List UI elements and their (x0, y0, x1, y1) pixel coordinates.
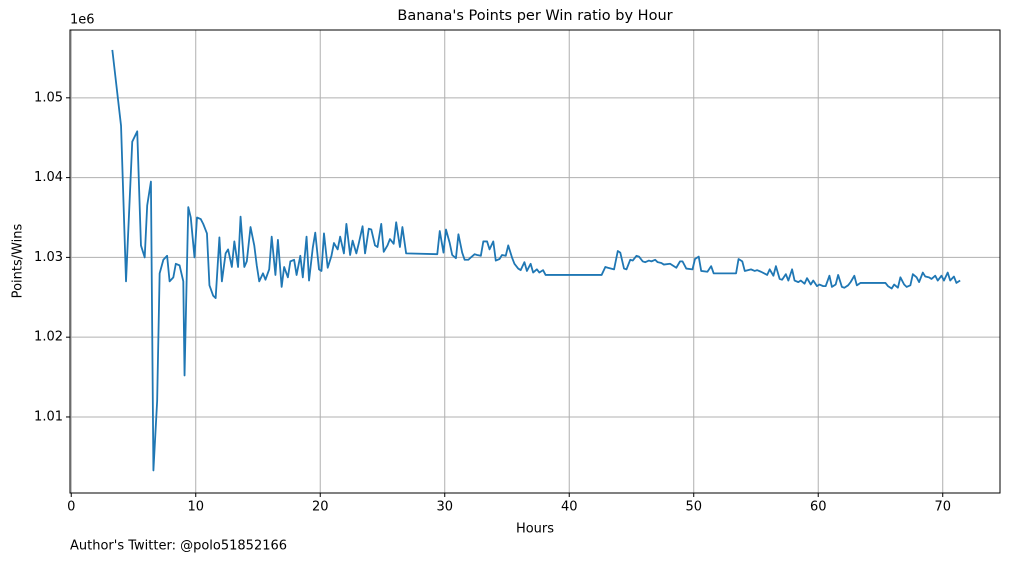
y-axis-label: Points/Wins (11, 223, 26, 298)
y-tick-label: 1.02 (34, 330, 63, 345)
x-tick-label: 0 (67, 500, 75, 515)
y-tick-label: 1.03 (34, 250, 63, 265)
y-offset-label: 1e6 (70, 13, 95, 28)
data-line (111, 49, 961, 472)
x-axis-label: Hours (516, 522, 554, 537)
y-tick-label: 1.05 (34, 90, 63, 105)
x-tick-label: 70 (934, 500, 951, 515)
x-tick-label: 50 (685, 500, 702, 515)
y-tick-label: 1.01 (34, 409, 63, 424)
y-tick-label: 1.04 (34, 170, 63, 185)
x-tick-label: 10 (187, 500, 204, 515)
x-tick-label: 30 (436, 500, 453, 515)
chart-title: Banana's Points per Win ratio by Hour (397, 8, 672, 24)
x-tick-label: 40 (561, 500, 578, 515)
footer: Author's Twitter: @polo51852166 (70, 539, 287, 554)
x-tick-label: 20 (312, 500, 329, 515)
x-tick-label: 60 (810, 500, 827, 515)
plot-frame (69, 29, 1001, 494)
